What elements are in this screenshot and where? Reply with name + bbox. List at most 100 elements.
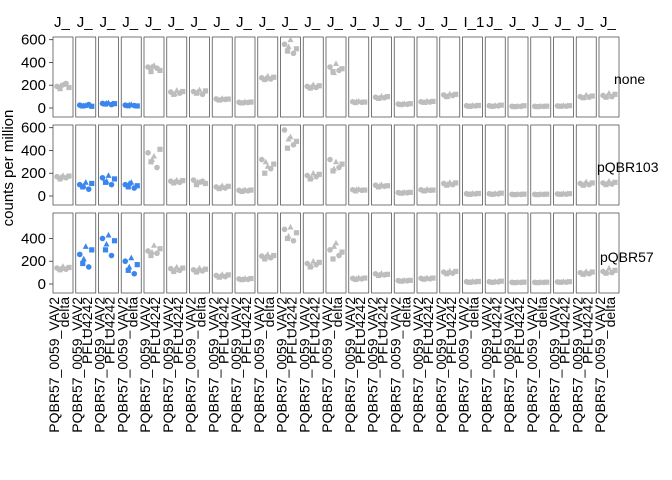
data-point bbox=[271, 252, 277, 259]
data-point bbox=[308, 262, 315, 269]
column-strip-label: J_ bbox=[191, 14, 208, 31]
data-point bbox=[58, 174, 64, 180]
data-point bbox=[544, 103, 550, 109]
data-point bbox=[89, 180, 95, 187]
data-point bbox=[589, 180, 595, 186]
data-point bbox=[225, 183, 231, 189]
data-point bbox=[589, 269, 595, 275]
data-point bbox=[475, 278, 482, 285]
facet-panel bbox=[189, 124, 210, 206]
data-point bbox=[102, 247, 109, 253]
facet-panel bbox=[120, 36, 142, 118]
facet-panel bbox=[348, 36, 370, 118]
x-tick-label: PQBR57_0059_VAV2 bbox=[183, 297, 199, 433]
data-point bbox=[134, 262, 140, 268]
data-point bbox=[125, 184, 131, 190]
data-point bbox=[217, 184, 224, 190]
data-point bbox=[108, 181, 115, 188]
facet-panel bbox=[553, 124, 574, 206]
column-strips: J_ J_ J_ J_ J_ J_ J_ J_ J_ J_ J_ J_ J_ J_ J_ J_ J_ J_ I_1 J… bbox=[54, 14, 617, 31]
data-point bbox=[612, 267, 618, 273]
data-point bbox=[444, 269, 451, 276]
facet-panel bbox=[348, 124, 370, 206]
data-point bbox=[521, 279, 527, 285]
data-point bbox=[105, 231, 112, 238]
y-tick-label: 0 bbox=[38, 188, 46, 205]
data-point bbox=[85, 186, 92, 192]
data-point bbox=[467, 190, 474, 197]
facet-panel bbox=[416, 36, 438, 118]
data-point bbox=[353, 98, 360, 104]
data-point bbox=[384, 271, 391, 277]
x-tick-label: delta bbox=[329, 297, 345, 328]
facet-panel bbox=[507, 124, 529, 206]
data-point bbox=[248, 275, 254, 282]
data-point bbox=[331, 69, 337, 76]
data-point bbox=[202, 266, 209, 272]
y-tick-label: 200 bbox=[21, 165, 46, 182]
row-strip-label: pQBR103 bbox=[597, 159, 659, 175]
data-point bbox=[558, 190, 565, 197]
data-point bbox=[566, 191, 573, 197]
data-point bbox=[193, 182, 200, 188]
data-point bbox=[376, 271, 383, 278]
data-point bbox=[134, 183, 140, 189]
x-tick-label: PQBR57_0059_VAV2 bbox=[319, 297, 335, 433]
data-point bbox=[149, 63, 155, 69]
data-point bbox=[125, 267, 131, 273]
data-point bbox=[149, 156, 155, 162]
data-point bbox=[217, 272, 224, 279]
column-strip-label: J_ bbox=[327, 14, 344, 31]
y-tick-label: 0 bbox=[38, 100, 46, 117]
data-point bbox=[194, 88, 201, 95]
x-tick-label: PFLU4242 bbox=[170, 297, 186, 364]
data-point bbox=[376, 182, 383, 189]
facet-panel bbox=[393, 36, 415, 118]
data-point bbox=[284, 48, 291, 54]
data-point bbox=[604, 92, 610, 99]
data-point bbox=[58, 265, 64, 272]
facet-panel bbox=[302, 36, 324, 118]
facet-panel bbox=[439, 124, 461, 206]
data-point bbox=[566, 279, 573, 285]
data-point bbox=[217, 96, 224, 103]
data-point bbox=[190, 177, 197, 183]
column-strip-label: J_ bbox=[577, 14, 594, 31]
data-point bbox=[180, 178, 186, 184]
data-point bbox=[80, 260, 86, 267]
data-point bbox=[171, 266, 178, 273]
data-point bbox=[331, 243, 337, 249]
y-axis-label: counts per million bbox=[0, 110, 17, 227]
column-strip-label: J_ bbox=[350, 14, 367, 31]
data-point bbox=[362, 99, 368, 105]
data-point bbox=[194, 178, 201, 185]
data-point bbox=[108, 252, 115, 259]
facet-panel bbox=[302, 212, 324, 294]
data-point bbox=[103, 240, 110, 247]
data-point bbox=[240, 99, 246, 106]
data-point bbox=[490, 102, 497, 109]
y-tick-label: 0 bbox=[38, 276, 46, 293]
facet-panel bbox=[143, 36, 165, 118]
data-point bbox=[310, 170, 317, 176]
data-point bbox=[285, 43, 292, 49]
x-tick-label: PFLU4242 bbox=[215, 297, 231, 364]
data-point bbox=[148, 68, 154, 75]
data-point bbox=[308, 83, 315, 90]
data-point bbox=[604, 180, 610, 186]
facet-panel bbox=[211, 36, 233, 118]
column-strip-label: J_ bbox=[168, 14, 185, 31]
column-strip-label: J_ bbox=[54, 14, 71, 31]
x-tick-label: PQBR57_0059_VAV2 bbox=[387, 297, 403, 433]
data-point bbox=[111, 238, 118, 244]
data-point bbox=[248, 99, 254, 105]
facet-panel bbox=[143, 124, 165, 206]
facet-panel bbox=[507, 212, 529, 294]
data-point bbox=[467, 102, 474, 109]
facet-panel bbox=[120, 124, 142, 206]
data-point bbox=[513, 103, 519, 109]
x-tick-label: PQBR57_0059_VAV2 bbox=[365, 297, 381, 433]
data-point bbox=[293, 138, 300, 144]
data-point bbox=[225, 272, 231, 278]
data-point bbox=[362, 187, 368, 193]
